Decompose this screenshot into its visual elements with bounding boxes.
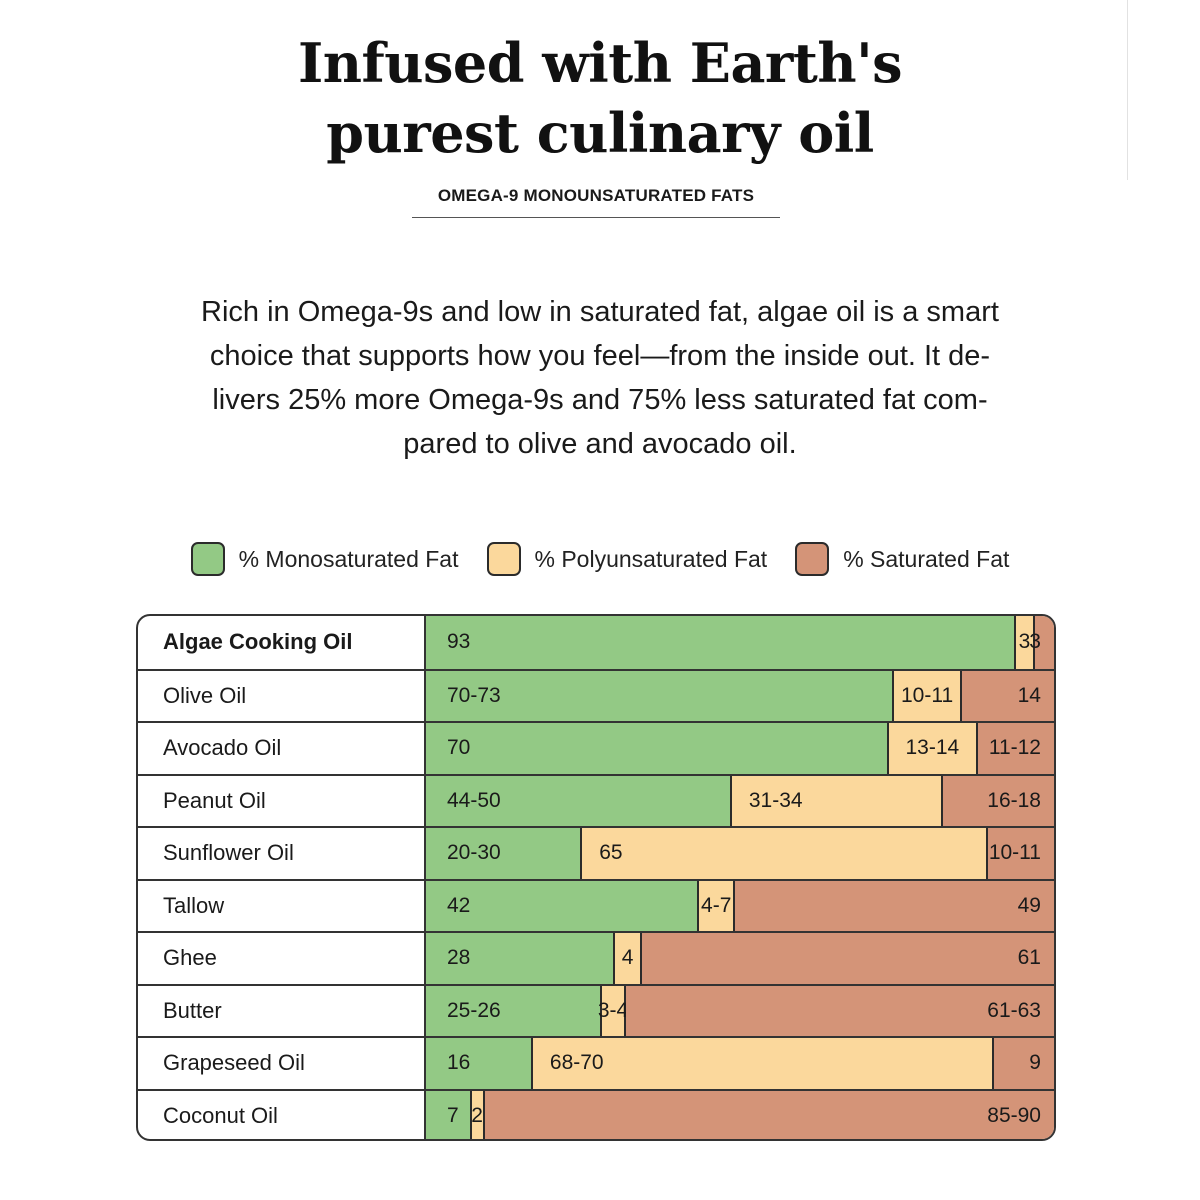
oil-name: Coconut Oil	[138, 1090, 426, 1139]
legend-item-mono: % Monosaturated Fat	[190, 542, 459, 576]
bar-sat: 3	[1029, 616, 1054, 669]
oil-name: Sunflower Oil	[138, 828, 426, 879]
bar-poly: 3-4	[598, 985, 628, 1036]
table-row: Ghee 28 4 61	[138, 931, 1054, 984]
bar-poly: 3	[1015, 616, 1035, 669]
divider-line	[1127, 0, 1128, 180]
legend-item-sat: % Saturated Fat	[795, 542, 1009, 576]
oil-name: Peanut Oil	[138, 775, 426, 826]
bar-track: 28 4 61	[426, 933, 1054, 984]
bar-poly: 4-7	[699, 880, 736, 931]
intro-paragraph: Rich in Omega-9s and low in saturated fa…	[130, 290, 1070, 466]
bar-track: 70-73 10-11 14	[426, 670, 1054, 721]
legend-label: % Saturated Fat	[843, 545, 1010, 572]
bar-sat: 85-90	[484, 1090, 1054, 1139]
title-line: purest culinary oil	[326, 101, 874, 165]
bar-mono: 70	[426, 723, 889, 774]
bar-sat: 61-63	[626, 985, 1054, 1036]
chart-legend: % Monosaturated Fat % Polyunsaturated Fa…	[0, 542, 1200, 576]
bar-poly: 10-11	[893, 670, 963, 721]
table-row: Tallow 42 4-7 49	[138, 878, 1054, 931]
bar-sat: 10-11	[988, 828, 1054, 879]
bar-sat: 61	[642, 933, 1054, 984]
legend-swatch-poly	[486, 542, 521, 576]
oil-name: Tallow	[138, 880, 426, 931]
bar-sat: 9	[993, 1038, 1054, 1089]
bar-track: 20-30 65 10-11	[426, 828, 1054, 879]
bar-poly: 13-14	[888, 723, 978, 774]
table-row: Grapeseed Oil 16 68-70 9	[138, 1036, 1054, 1089]
oil-name: Olive Oil	[138, 670, 426, 721]
bar-poly: 31-34	[731, 775, 944, 826]
intro-line: choice that supports how you feel—from t…	[209, 340, 991, 372]
oil-name: Butter	[138, 985, 426, 1036]
section-subtitle: OMEGA-9 MONOUNSATURATED FATS	[412, 186, 780, 218]
table-row: Butter 25-26 3-4 61-63	[138, 983, 1054, 1036]
bar-track: 42 4-7 49	[426, 880, 1054, 931]
bar-sat: 14	[962, 670, 1054, 721]
intro-line: pared to olive and avocado oil.	[403, 428, 797, 460]
table-row: Algae Cooking Oil 93 3 3	[138, 616, 1054, 669]
table-row: Peanut Oil 44-50 31-34 16-18	[138, 773, 1054, 826]
bar-poly: 68-70	[532, 1038, 994, 1089]
table-row: Coconut Oil 7 2 85-90	[138, 1088, 1054, 1139]
bar-track: 70 13-14 11-12	[426, 723, 1054, 774]
oil-name: Grapeseed Oil	[138, 1038, 426, 1089]
bar-mono: 25-26	[426, 985, 602, 1036]
bar-sat: 16-18	[943, 775, 1054, 826]
table-row: Olive Oil 70-73 10-11 14	[138, 668, 1054, 721]
legend-label: % Monosaturated Fat	[238, 545, 459, 572]
bar-track: 7 2 85-90	[426, 1090, 1054, 1139]
bar-mono: 70-73	[426, 670, 894, 721]
table-row: Avocado Oil 70 13-14 11-12	[138, 721, 1054, 774]
legend-label: % Polyunsaturated Fat	[534, 545, 768, 572]
bar-mono: 20-30	[426, 828, 583, 879]
oil-name: Avocado Oil	[138, 723, 426, 774]
oil-name: Ghee	[138, 933, 426, 984]
intro-line: livers 25% more Omega-9s and 75% less sa…	[212, 384, 988, 416]
bar-track: 93 3 3	[426, 616, 1054, 669]
fat-comparison-table: Algae Cooking Oil 93 3 3 Olive Oil 70-73 10-11…	[136, 614, 1056, 1141]
bar-track: 16 68-70 9	[426, 1038, 1054, 1089]
bar-track: 44-50 31-34 16-18	[426, 775, 1054, 826]
bar-sat: 49	[735, 880, 1054, 931]
bar-mono: 7	[426, 1090, 472, 1139]
oil-name: Algae Cooking Oil	[138, 616, 426, 669]
bar-mono: 16	[426, 1038, 533, 1089]
legend-item-poly: % Polyunsaturated Fat	[486, 542, 768, 576]
bar-sat: 11-12	[977, 723, 1054, 774]
bar-mono: 93	[426, 616, 1016, 669]
legend-swatch-sat	[795, 542, 830, 576]
bar-mono: 28	[426, 933, 616, 984]
title-line: Infused with Earth's	[297, 31, 903, 95]
bar-mono: 44-50	[426, 775, 732, 826]
table-row: Sunflower Oil 20-30 65 10-11	[138, 826, 1054, 879]
bar-track: 25-26 3-4 61-63	[426, 985, 1054, 1036]
legend-swatch-mono	[190, 542, 225, 576]
bar-poly: 65	[582, 828, 989, 879]
bar-poly: 2	[471, 1090, 485, 1139]
bar-poly: 4	[615, 933, 643, 984]
page-title: Infused with Earth's purest culinary oil	[0, 28, 1200, 168]
bar-mono: 42	[426, 880, 700, 931]
intro-line: Rich in Omega-9s and low in saturated fa…	[201, 296, 999, 328]
